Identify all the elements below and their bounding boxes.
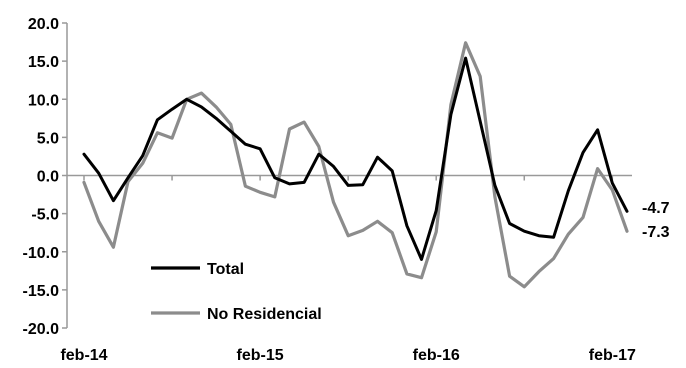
x-tick-label: feb-15 [237,347,284,364]
x-tick-label: feb-17 [589,347,636,364]
legend-label-no-residencial: No Residencial [207,306,322,323]
x-tick-label: feb-16 [413,347,460,364]
y-tick-label: 15.0 [28,54,59,71]
y-tick-label: 20.0 [28,16,59,33]
y-tick-label: 10.0 [28,92,59,109]
series-lines [82,41,629,289]
end-labels: -4.7 -7.3 [642,200,670,241]
legend-label-total: Total [207,261,244,278]
y-tick-label: -15.0 [23,283,60,300]
y-tick-label: -20.0 [23,321,60,338]
y-axis: 20.0 15.0 10.0 5.0 0.0 -5.0 -10.0 -15.0 -20.0 [23,16,68,338]
y-tick-label: 0.0 [37,169,59,186]
legend: Total No Residencial [151,261,322,323]
x-tick-label: feb-14 [60,347,107,364]
end-label-no-residencial: -7.3 [642,224,670,241]
end-label-total: -4.7 [642,200,670,217]
y-tick-label: -5.0 [31,207,59,224]
y-tick-label: 5.0 [37,130,59,147]
series-line-total [82,56,629,261]
series-line-no-residencial [82,41,629,289]
y-tick-label: -10.0 [23,245,60,262]
x-axis: feb-14 feb-15 feb-16 feb-17 [60,174,636,364]
